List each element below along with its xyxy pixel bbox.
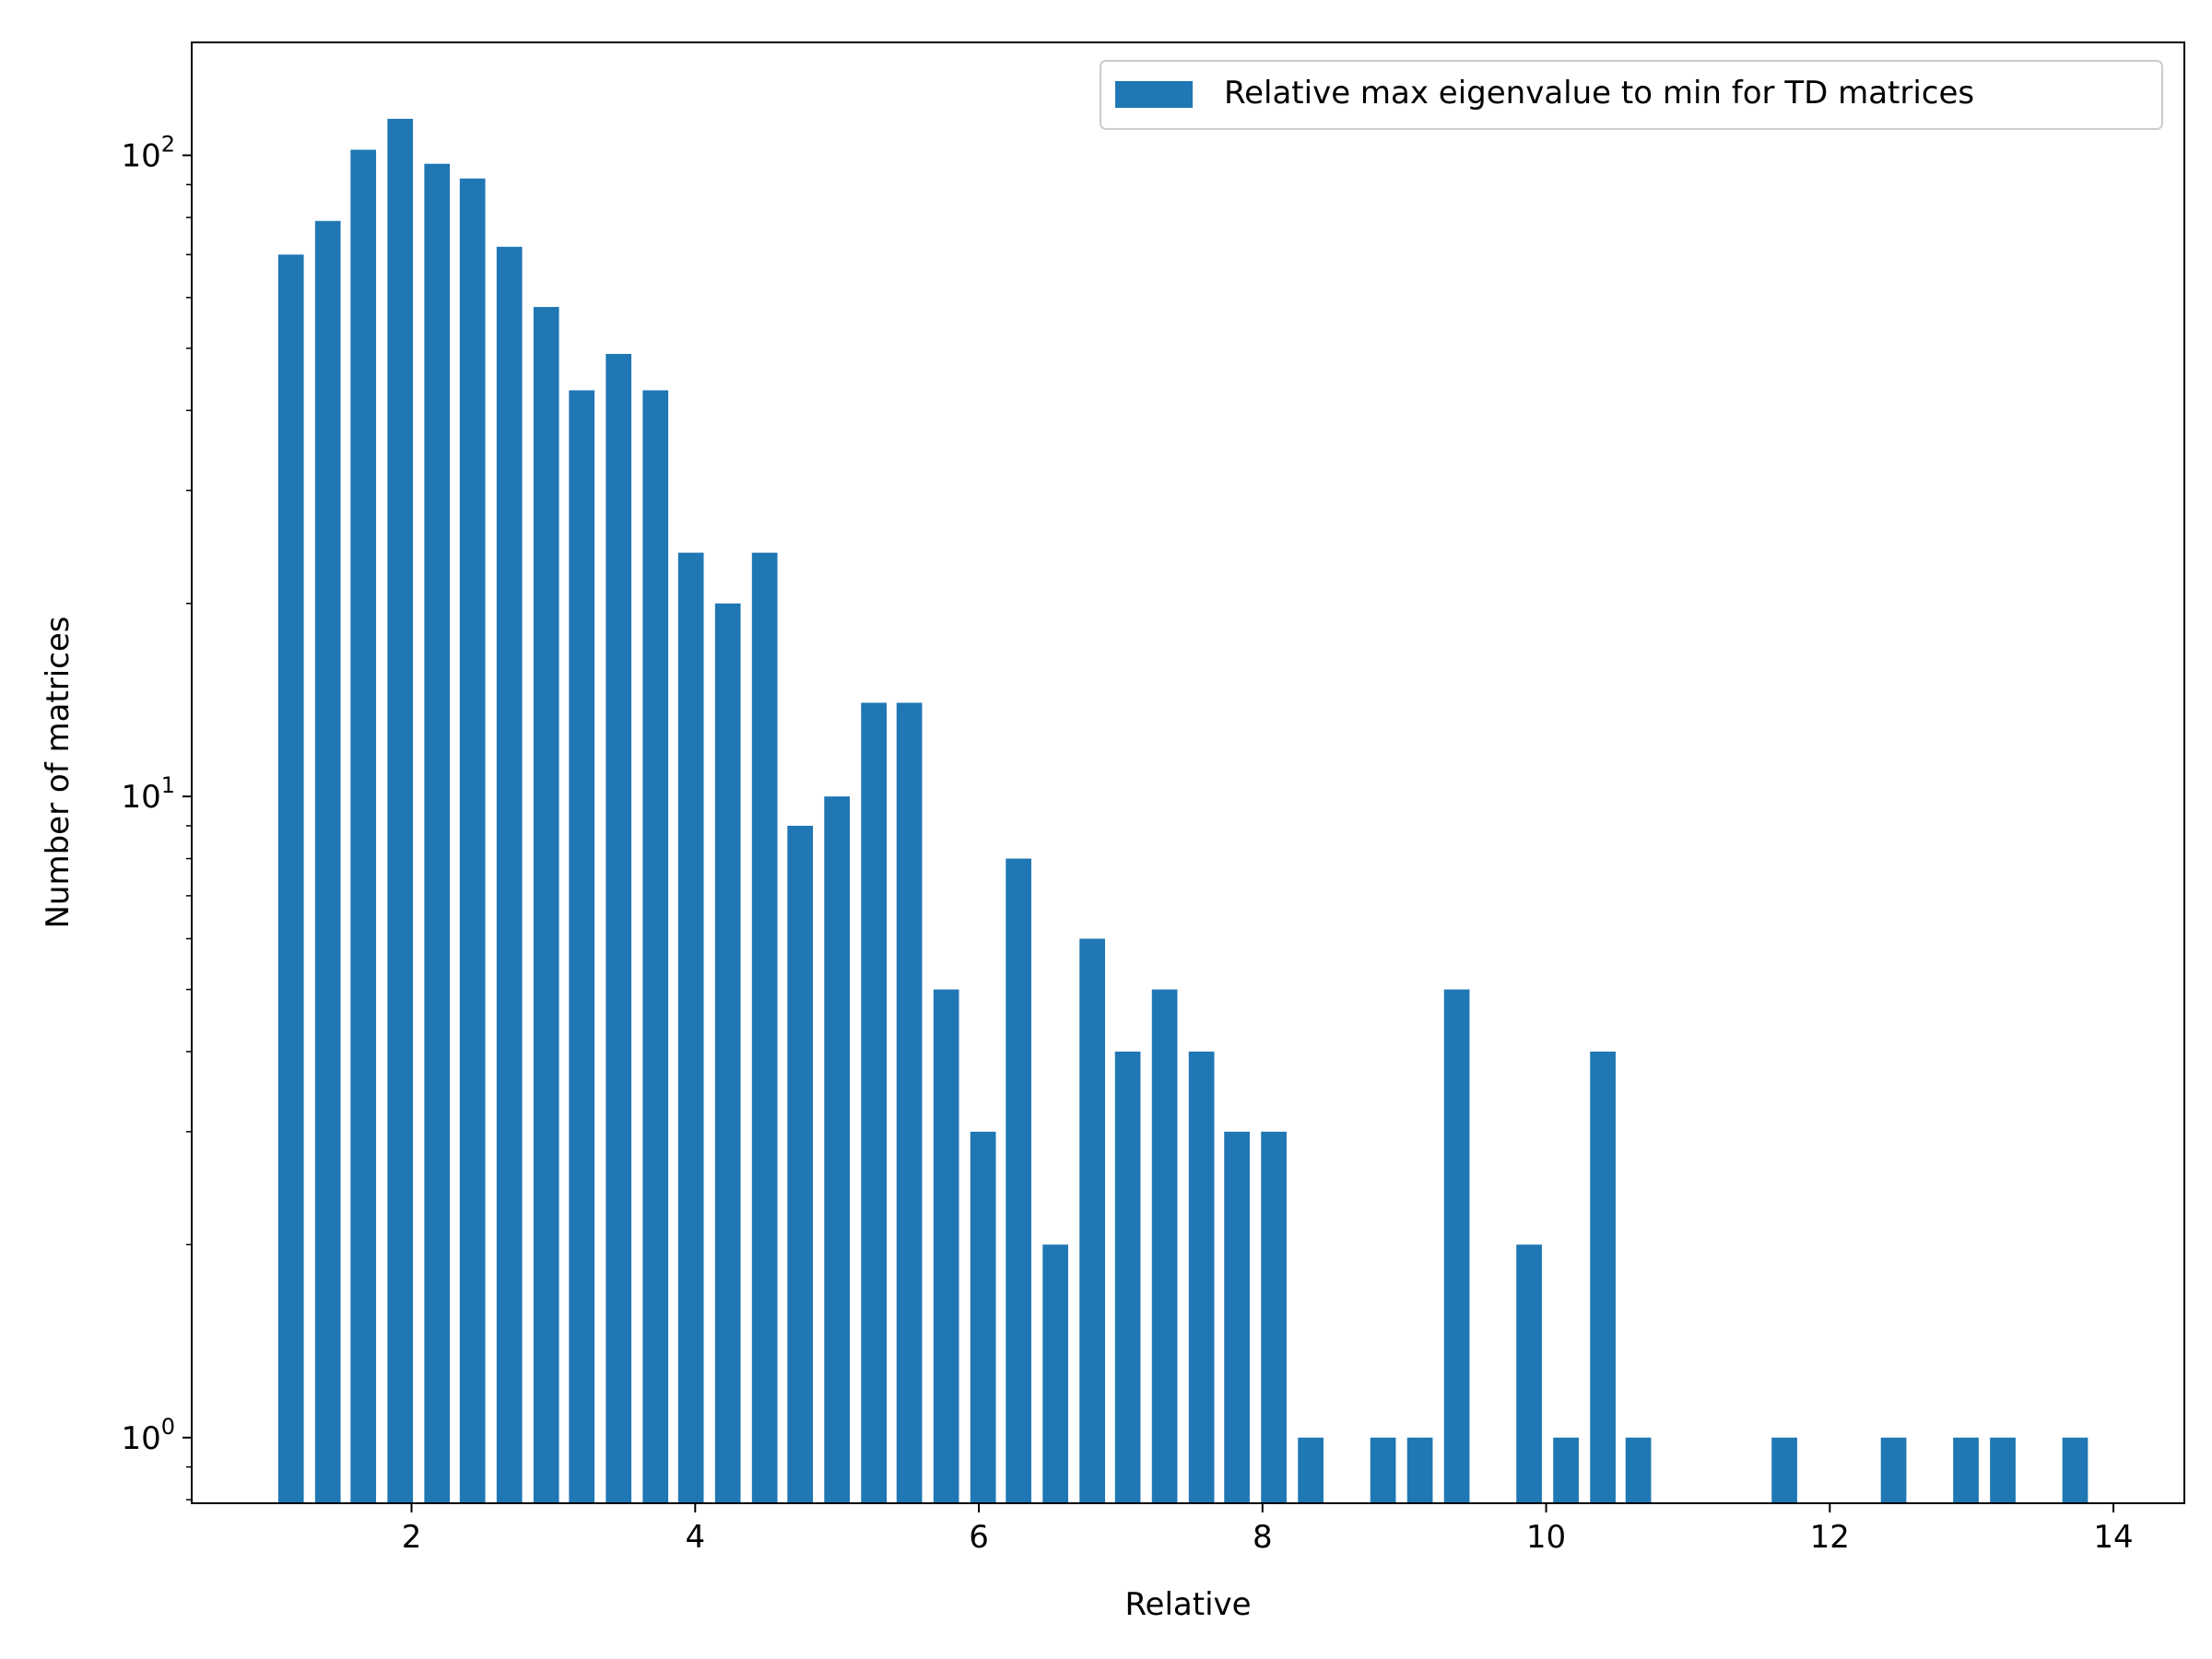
bar: [1771, 1437, 1797, 1503]
x-tick-label: 8: [1253, 1519, 1273, 1556]
bar: [533, 307, 559, 1503]
legend: Relative max eigenvalue to min for TD ma…: [1100, 60, 2163, 130]
bar: [714, 603, 741, 1503]
bar: [861, 702, 888, 1503]
x-axis: 2 4 6 8 10 12 14: [402, 1503, 2134, 1556]
bar: [569, 390, 595, 1504]
legend-box: [1100, 60, 2163, 130]
bar: [1590, 1051, 1616, 1503]
bar: [1114, 1051, 1141, 1503]
bar: [1990, 1437, 2016, 1503]
bar: [933, 989, 959, 1503]
bar: [1880, 1437, 1907, 1503]
bar: [677, 552, 704, 1503]
bar: [496, 246, 523, 1503]
bar: [2062, 1437, 2088, 1503]
bar: [350, 149, 377, 1503]
bar: [1298, 1437, 1324, 1503]
bar: [1151, 989, 1178, 1503]
x-tick-label: 14: [2093, 1519, 2133, 1556]
x-axis-label: Relative: [1124, 1586, 1251, 1623]
bar: [787, 825, 813, 1503]
bar: [642, 390, 669, 1504]
bar: [1625, 1437, 1652, 1503]
x-tick-label: 10: [1526, 1519, 1566, 1556]
bar: [1516, 1244, 1542, 1503]
bar: [751, 552, 778, 1503]
bar: [1370, 1437, 1396, 1503]
bar: [1006, 858, 1031, 1503]
bar: [1188, 1051, 1215, 1503]
x-tick-label: 6: [969, 1519, 989, 1556]
plot-frame: [191, 41, 2185, 1504]
bar: [1261, 1131, 1287, 1503]
x-tick-label: 4: [685, 1519, 705, 1556]
bar: [1042, 1244, 1068, 1503]
bar: [970, 1131, 996, 1503]
bar: [314, 220, 341, 1504]
bar: [1443, 989, 1470, 1503]
bar: [824, 796, 850, 1503]
bar-group: [277, 118, 2088, 1504]
bar: [1553, 1437, 1579, 1503]
legend-label: Relative max eigenvalue to min for TD ma…: [1224, 75, 1974, 112]
bar: [459, 178, 486, 1504]
bar: [424, 163, 451, 1504]
x-tick-label: 12: [1810, 1519, 1850, 1556]
bar: [1953, 1437, 1979, 1503]
bar: [1079, 938, 1105, 1503]
y-axis-label: Number of matrices: [40, 616, 76, 928]
bar: [1224, 1131, 1250, 1503]
x-tick-label: 2: [402, 1519, 422, 1556]
bar: [387, 118, 414, 1503]
bar: [1406, 1437, 1433, 1503]
bar: [606, 354, 632, 1503]
bar: [896, 702, 923, 1503]
legend-swatch: [1115, 81, 1193, 108]
bar: [277, 254, 304, 1503]
